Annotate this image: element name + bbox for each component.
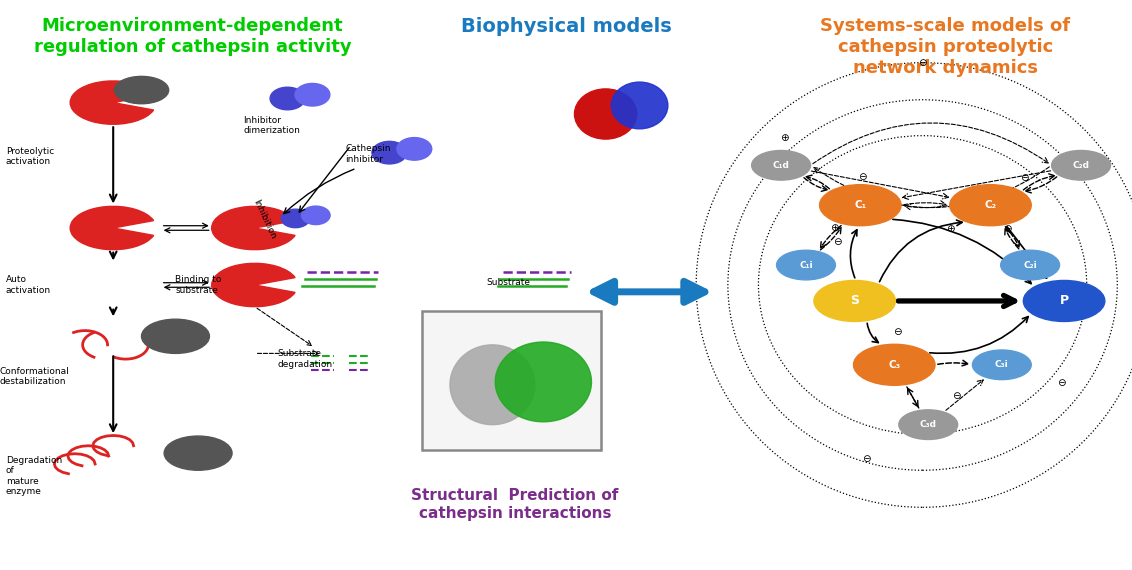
Text: C₁i: C₁i	[799, 260, 813, 270]
Text: Proteolytic
activation: Proteolytic activation	[6, 147, 54, 166]
Text: C₂d: C₂d	[1072, 161, 1090, 170]
Text: C₁: C₁	[855, 200, 866, 210]
Ellipse shape	[496, 342, 591, 422]
Circle shape	[814, 280, 895, 321]
Text: C₂: C₂	[985, 200, 996, 210]
Ellipse shape	[82, 217, 98, 224]
Text: C₃d: C₃d	[919, 420, 937, 429]
Ellipse shape	[451, 345, 534, 425]
Circle shape	[1001, 250, 1060, 280]
Text: C₃: C₃	[889, 360, 900, 370]
Wedge shape	[70, 206, 154, 250]
Text: Structural  Prediction of
cathepsin interactions: Structural Prediction of cathepsin inter…	[411, 488, 619, 520]
Text: Binding to
substrate: Binding to substrate	[175, 275, 222, 295]
Text: Inhibition: Inhibition	[251, 198, 277, 241]
Ellipse shape	[82, 92, 98, 99]
Ellipse shape	[611, 82, 668, 129]
Text: ⊖: ⊖	[1003, 224, 1012, 234]
FancyBboxPatch shape	[422, 311, 601, 450]
Ellipse shape	[281, 209, 310, 227]
Text: Degradation
of
mature
enzyme: Degradation of mature enzyme	[6, 456, 62, 496]
Text: ⊖: ⊖	[858, 172, 867, 182]
Text: C₃i: C₃i	[995, 360, 1009, 369]
Circle shape	[752, 150, 811, 180]
Text: ⊕: ⊕	[830, 223, 839, 233]
Text: Systems-scale models of
cathepsin proteolytic
network dynamics: Systems-scale models of cathepsin proteo…	[821, 17, 1070, 77]
Circle shape	[899, 410, 958, 439]
Text: C₂i: C₂i	[1023, 260, 1037, 270]
Text: Auto
activation: Auto activation	[6, 275, 51, 295]
Wedge shape	[70, 81, 154, 124]
Text: Cathepsin
inhibitor: Cathepsin inhibitor	[345, 144, 391, 164]
Text: ⊕: ⊕	[946, 224, 955, 234]
Text: C₁d: C₁d	[773, 161, 789, 170]
Ellipse shape	[223, 274, 240, 281]
Text: Inhibitor
dimerization: Inhibitor dimerization	[243, 116, 300, 135]
Text: S: S	[850, 295, 859, 307]
Ellipse shape	[223, 217, 240, 224]
Wedge shape	[212, 263, 295, 307]
Text: Conformational
destabilization: Conformational destabilization	[0, 367, 70, 386]
Circle shape	[854, 344, 935, 385]
Ellipse shape	[574, 89, 636, 139]
Circle shape	[1023, 280, 1105, 321]
Circle shape	[164, 436, 232, 470]
Text: ⊖: ⊖	[1020, 173, 1029, 183]
Text: Biophysical models: Biophysical models	[461, 17, 671, 36]
Text: ⊖: ⊖	[833, 237, 842, 247]
Circle shape	[114, 76, 169, 104]
Circle shape	[1052, 150, 1110, 180]
Ellipse shape	[271, 87, 305, 110]
Text: P: P	[1060, 295, 1069, 307]
Wedge shape	[212, 206, 295, 250]
Circle shape	[142, 319, 209, 353]
Text: Microenvironment-dependent
regulation of cathepsin activity: Microenvironment-dependent regulation of…	[34, 17, 351, 56]
Ellipse shape	[301, 206, 331, 225]
Text: ⊖: ⊖	[1057, 378, 1066, 388]
Text: ⊕: ⊕	[780, 133, 789, 143]
Ellipse shape	[397, 137, 431, 160]
Circle shape	[820, 185, 901, 226]
Text: ⊖: ⊖	[918, 58, 927, 68]
Circle shape	[950, 185, 1031, 226]
Ellipse shape	[372, 141, 406, 164]
Text: Substrate
degradation: Substrate degradation	[277, 349, 333, 369]
Text: ⊖: ⊖	[952, 391, 961, 401]
Ellipse shape	[295, 83, 329, 106]
Text: ⊖: ⊖	[861, 454, 871, 464]
Circle shape	[972, 350, 1031, 380]
Text: Substrate: Substrate	[487, 278, 531, 287]
Circle shape	[777, 250, 835, 280]
Text: ⊖: ⊖	[893, 327, 902, 337]
